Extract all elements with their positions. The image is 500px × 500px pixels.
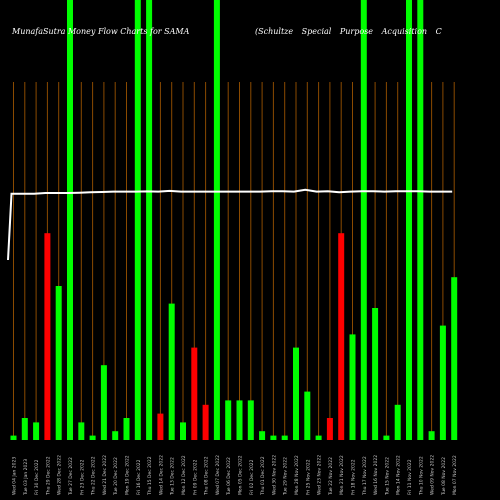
date-label: Wed 21 Dec 2022	[102, 455, 108, 495]
bar-17	[191, 347, 198, 440]
date-label: Tue 15 Nov 2022	[384, 457, 390, 496]
date-label: Thu 29 Dec 2022	[45, 456, 51, 496]
bar-18	[202, 404, 209, 440]
bar-23	[259, 431, 266, 440]
bar-4	[44, 233, 51, 440]
bar-7	[78, 422, 85, 440]
bar-1	[10, 435, 17, 440]
date-label: Fri 30 Dec 2022	[34, 459, 40, 495]
date-label: Thu 17 Nov 2022	[362, 456, 368, 496]
chart-title: MunafaSutra Money Flow Charts for SAMA	[12, 27, 190, 36]
bar-11	[123, 418, 130, 440]
date-label: Wed 09 Nov 2022	[430, 455, 436, 495]
date-label: Wed 04 Jan 2023	[12, 457, 18, 495]
date-label: Mon 21 Nov 2022	[339, 455, 345, 495]
company-name: (Schultze Special Purpose Acquisition C	[255, 27, 442, 36]
date-label: Tue 03 Jan 2023	[23, 459, 29, 496]
date-label: Thu 22 Dec 2022	[91, 456, 97, 496]
date-label: Tue 27 Dec 2022	[68, 457, 74, 496]
date-label: Thu 08 Dec 2022	[204, 456, 210, 496]
bar-29	[326, 418, 333, 440]
date-label: Tue 13 Dec 2022	[170, 457, 176, 496]
date-label: Mon 05 Dec 2022	[238, 455, 244, 495]
date-label: Fri 09 Dec 2022	[192, 459, 198, 495]
date-label: Fri 23 Dec 2022	[79, 459, 85, 495]
bar-12	[134, 0, 141, 440]
date-label: Fri 02 Dec 2022	[249, 459, 255, 495]
date-label: Thu 01 Dec 2022	[260, 456, 266, 496]
bar-31	[349, 334, 356, 440]
bar-21	[236, 400, 243, 440]
date-label: Fri 18 Nov 2022	[351, 459, 357, 495]
bar-27	[304, 391, 311, 440]
bar-19	[213, 0, 220, 440]
bar-25	[281, 435, 288, 440]
date-label: Thu 10 Nov 2022	[418, 456, 424, 496]
date-label: Wed 16 Nov 2022	[373, 455, 379, 495]
date-label: Mon 07 Nov 2022	[452, 455, 458, 495]
date-label: Tue 22 Nov 2022	[328, 457, 334, 496]
date-label: Wed 28 Dec 2022	[57, 455, 63, 495]
date-label: Mon 19 Dec 2022	[125, 455, 131, 495]
date-label: Thu 15 Dec 2022	[147, 456, 153, 496]
date-label: Tue 20 Dec 2022	[113, 457, 119, 496]
price-line-layer	[7, 188, 453, 261]
bar-6	[67, 0, 73, 440]
bar-30	[338, 233, 345, 440]
date-label: Tue 08 Nov 2022	[441, 457, 447, 496]
date-label: Wed 23 Nov 2022	[317, 455, 323, 495]
price-line	[7, 188, 453, 261]
date-label: Fri 16 Dec 2022	[136, 459, 142, 495]
bar-26	[293, 347, 299, 440]
bar-36	[406, 0, 412, 440]
bar-24	[270, 435, 277, 440]
date-label: Tue 29 Nov 2022	[283, 457, 289, 496]
bar-5	[55, 286, 62, 440]
date-label: Wed 14 Dec 2022	[158, 455, 164, 495]
bar-20	[225, 400, 232, 440]
date-label: Mon 28 Nov 2022	[294, 455, 300, 495]
bar-40	[451, 277, 458, 440]
bar-10	[112, 431, 119, 440]
bar-15	[168, 303, 175, 440]
bar-3	[33, 422, 40, 440]
date-label: Fri 11 Nov 2022	[407, 459, 413, 495]
bar-13	[146, 0, 153, 440]
date-label: Mon 14 Nov 2022	[396, 455, 402, 495]
bar-34	[383, 435, 390, 440]
bar-37	[417, 0, 424, 440]
date-label: Fri 25 Nov 2022	[305, 459, 311, 495]
bar-22	[247, 400, 254, 440]
bar-9	[100, 365, 107, 440]
date-labels: Wed 04 Jan 2023 Tue 03 Jan 2023 Fri 30 Dec…	[12, 455, 459, 496]
bar-14	[157, 413, 164, 440]
bar-33	[372, 308, 379, 440]
date-label: Mon 12 Dec 2022	[181, 455, 187, 495]
bar-8	[89, 435, 96, 440]
bar-28	[315, 435, 322, 440]
date-label: Wed 07 Dec 2022	[215, 455, 221, 495]
date-label: Tue 06 Dec 2022	[226, 457, 232, 496]
bars	[10, 0, 458, 440]
bar-2	[21, 418, 28, 440]
bar-32	[360, 0, 367, 440]
bar-39	[439, 325, 446, 440]
bar-16	[180, 422, 186, 440]
bar-35	[394, 404, 401, 440]
date-label: Wed 30 Nov 2022	[271, 455, 277, 495]
bar-38	[428, 431, 435, 440]
grid-lines	[13, 82, 455, 440]
